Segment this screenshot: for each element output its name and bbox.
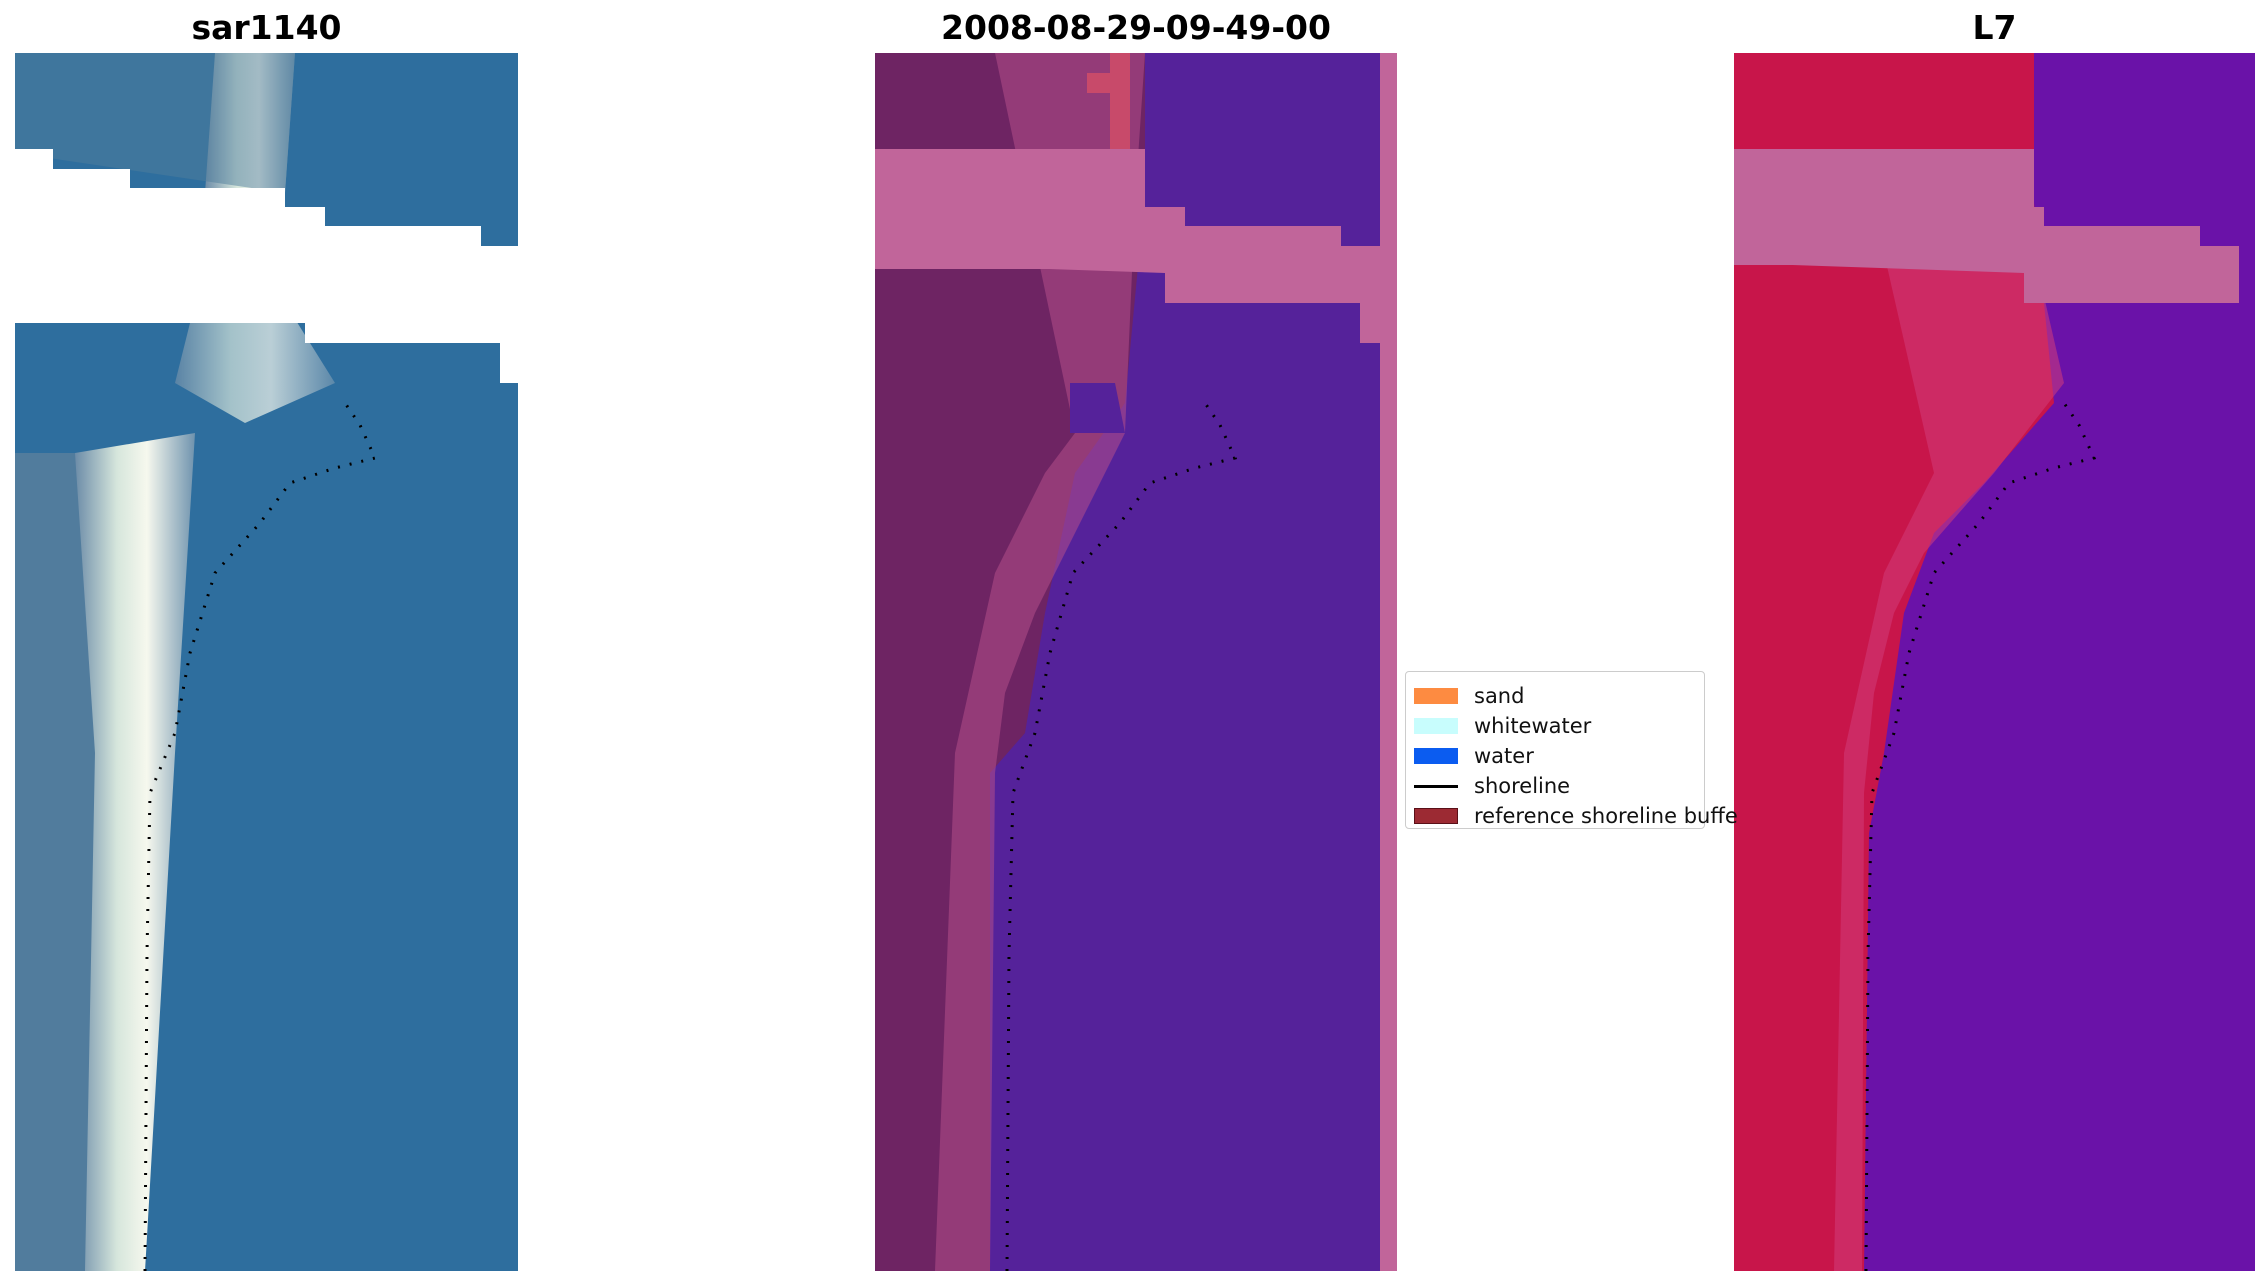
panel-title-classified: 2008-08-29-09-49-00	[941, 8, 1331, 47]
shoreline-line-icon	[1414, 784, 1458, 788]
buffer-swatch-icon	[1414, 808, 1458, 824]
whitewater-swatch-icon	[1414, 718, 1458, 734]
legend: sand whitewater water shoreline referenc…	[1405, 671, 1738, 829]
legend-label-reference-buffer: reference shoreline buffe	[1474, 804, 1738, 828]
panel-title-rgb: sar1140	[191, 8, 342, 47]
sand-swatch-icon	[1414, 688, 1458, 704]
index-image	[1734, 53, 2255, 1271]
panel-title-index: L7	[1972, 8, 2017, 47]
classified-image	[875, 53, 1397, 1271]
legend-item-water: water	[1414, 741, 1534, 771]
rgb-satellite-image	[15, 53, 518, 1271]
legend-item-sand: sand	[1414, 681, 1524, 711]
water-swatch-icon	[1414, 748, 1458, 764]
legend-item-reference-buffer: reference shoreline buffe	[1414, 801, 1738, 831]
legend-label-sand: sand	[1474, 684, 1525, 708]
legend-label-water: water	[1474, 744, 1534, 768]
legend-item-shoreline: shoreline	[1414, 771, 1570, 801]
legend-label-whitewater: whitewater	[1474, 714, 1592, 738]
legend-label-shoreline: shoreline	[1474, 774, 1571, 798]
legend-item-whitewater: whitewater	[1414, 711, 1591, 741]
